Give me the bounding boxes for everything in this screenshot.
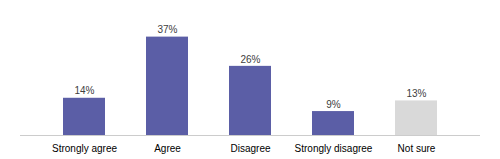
svg-text:26%: 26% xyxy=(240,54,260,65)
svg-text:Strongly disagree: Strongly disagree xyxy=(295,143,373,154)
svg-text:13%: 13% xyxy=(406,88,426,99)
svg-text:37%: 37% xyxy=(157,24,177,35)
svg-text:14%: 14% xyxy=(74,85,94,96)
svg-text:9%: 9% xyxy=(326,99,341,110)
svg-text:Disagree: Disagree xyxy=(230,143,270,154)
svg-text:Strongly agree: Strongly agree xyxy=(52,143,117,154)
svg-text:Agree: Agree xyxy=(154,143,181,154)
svg-text:Not sure: Not sure xyxy=(398,143,436,154)
